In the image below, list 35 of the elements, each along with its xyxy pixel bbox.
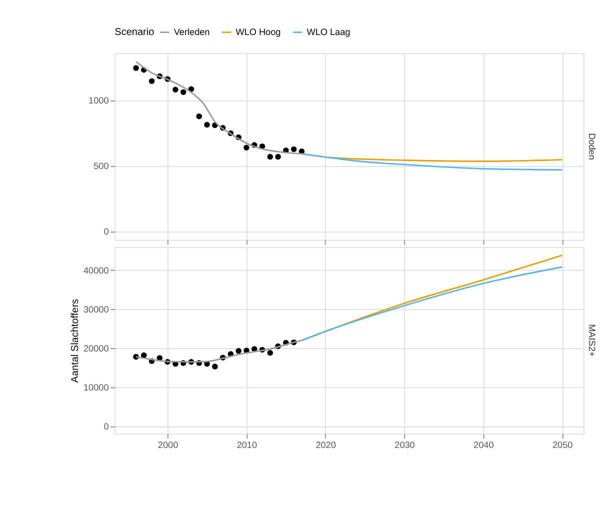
x-tick-label: 2000 <box>158 440 178 450</box>
y-tick-label: 500 <box>94 161 109 172</box>
point <box>244 144 250 151</box>
x-tick-label: 2040 <box>474 440 494 450</box>
y-tick-label: 10000 <box>83 382 109 392</box>
point <box>236 348 242 354</box>
legend-label: Verleden <box>174 27 210 38</box>
point <box>204 122 210 128</box>
x-tick-label: 2030 <box>394 440 415 450</box>
text: MAIS2+ <box>586 324 597 357</box>
point <box>275 154 281 160</box>
legend-title: Scenario <box>114 27 155 38</box>
point <box>212 364 218 370</box>
point <box>290 146 297 152</box>
point <box>267 154 274 160</box>
text: Doden <box>586 133 597 160</box>
y-tick-label: 0 <box>104 421 109 432</box>
point <box>148 78 155 84</box>
y-tick-label: 1000 <box>88 96 109 106</box>
y-tick-label: 0 <box>104 226 109 236</box>
legend-label: WLO Laag <box>306 27 350 38</box>
y-tick-label: 30000 <box>83 304 109 314</box>
point <box>141 352 147 358</box>
legend-label: WLO Hoog <box>236 27 281 38</box>
point <box>133 65 139 71</box>
y-tick-label: 20000 <box>83 343 109 354</box>
point <box>196 113 202 120</box>
point <box>267 350 274 356</box>
y-tick-label: 40000 <box>83 265 109 276</box>
x-tick-label: 2020 <box>316 440 336 450</box>
point <box>180 89 186 95</box>
x-tick-label: 2010 <box>236 440 258 450</box>
point <box>172 86 178 93</box>
x-tick-label: 2050 <box>552 440 573 450</box>
y-axis-title: Aantal Slachtoffers <box>70 298 81 383</box>
